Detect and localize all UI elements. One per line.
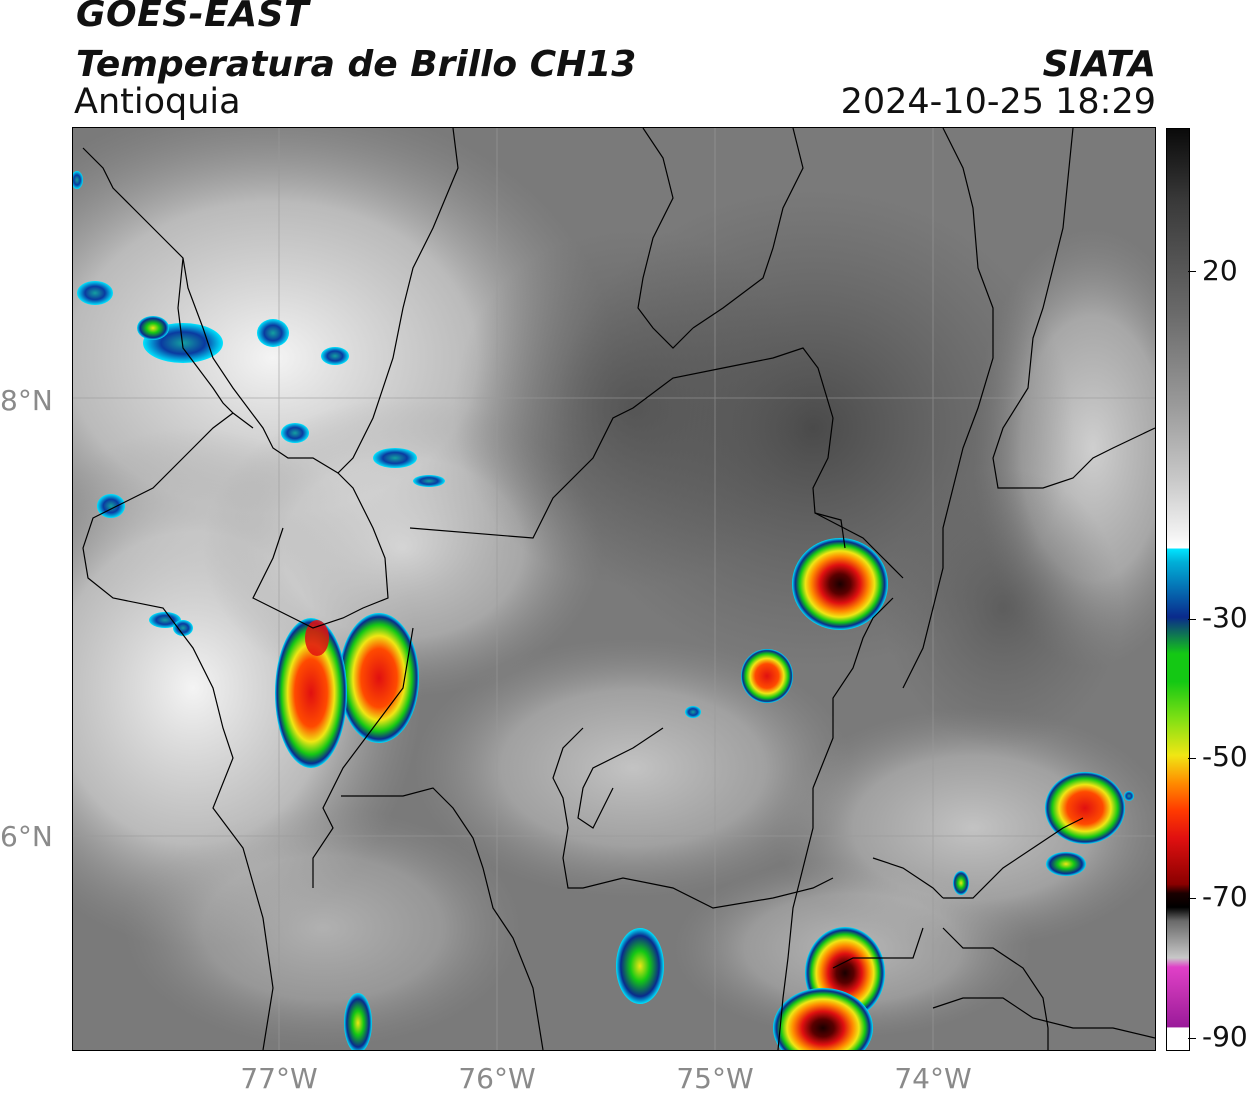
colorbar [1166, 128, 1190, 1051]
colorbar-label-minus50: -50 [1202, 740, 1248, 773]
graticule [73, 128, 1155, 1050]
lat-label-6n: 6°N [0, 820, 53, 853]
title-agency: SIATA [1042, 44, 1156, 85]
colorbar-tick [1188, 271, 1196, 272]
lon-label-77w: 77°W [240, 1062, 318, 1095]
colorbar-tick [1188, 1038, 1196, 1039]
colorbar-tick [1188, 898, 1196, 899]
colorbar-label-20: 20 [1202, 254, 1238, 287]
lat-label-8n: 8°N [0, 384, 53, 417]
colorbar-tick [1188, 758, 1196, 759]
title-product: Temperatura de Brillo CH13 [76, 44, 637, 85]
satellite-map[interactable] [73, 128, 1155, 1050]
colorbar-label-minus70: -70 [1202, 880, 1248, 913]
lon-label-76w: 76°W [458, 1062, 536, 1095]
lon-label-74w: 74°W [894, 1062, 972, 1095]
colorbar-label-minus30: -30 [1202, 601, 1248, 634]
title-region: Antioquia [74, 82, 241, 122]
map-image [73, 128, 1155, 1050]
title-datetime: 2024-10-25 18:29 [840, 82, 1156, 122]
title-satellite: GOES-EAST [76, 0, 310, 35]
boundaries [82, 128, 1155, 1050]
colorbar-label-minus90: -90 [1202, 1020, 1248, 1053]
lon-label-75w: 75°W [676, 1062, 754, 1095]
colorbar-tick [1188, 619, 1196, 620]
